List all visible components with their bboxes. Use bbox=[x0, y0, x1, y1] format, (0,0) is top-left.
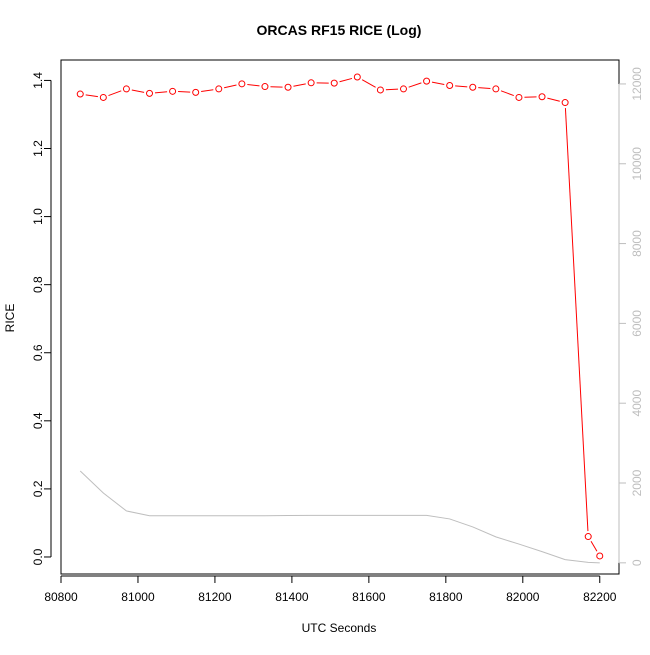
series-0-point bbox=[539, 94, 545, 100]
series-0-point bbox=[585, 534, 591, 540]
series-0-segment bbox=[86, 95, 98, 97]
series-0-segment bbox=[547, 98, 559, 101]
series-0-segment bbox=[108, 91, 121, 96]
series-0-point bbox=[516, 94, 522, 100]
series-0-point bbox=[400, 86, 406, 92]
series-0-segment bbox=[155, 92, 167, 93]
series-0-point bbox=[447, 83, 453, 89]
series-0-point bbox=[354, 74, 360, 80]
y-tick-label: 0.6 bbox=[31, 344, 45, 361]
series-0-segment bbox=[247, 84, 259, 85]
chart-title: ORCAS RF15 RICE (Log) bbox=[257, 22, 422, 38]
plot-frame bbox=[61, 60, 619, 574]
series-0-point bbox=[470, 84, 476, 90]
series-0-point bbox=[331, 80, 337, 86]
y-tick-label: 1.0 bbox=[31, 208, 45, 225]
series-0-segment bbox=[293, 84, 305, 86]
y2-tick-label: 0 bbox=[630, 559, 644, 566]
series-0-point bbox=[170, 88, 176, 94]
x-tick-label: 81600 bbox=[352, 590, 386, 604]
series-0-point bbox=[100, 94, 106, 100]
series-0-point bbox=[123, 86, 129, 92]
series-0-point bbox=[147, 90, 153, 96]
x-tick-label: 81800 bbox=[429, 590, 463, 604]
series-0-segment bbox=[478, 88, 490, 89]
series-0-segment bbox=[455, 86, 467, 87]
series-0-segment bbox=[224, 85, 236, 88]
series-0-segment bbox=[132, 90, 144, 92]
series-0-point bbox=[285, 84, 291, 90]
series-0-point bbox=[597, 553, 603, 559]
series-0-segment bbox=[591, 541, 597, 551]
series-0-point bbox=[193, 89, 199, 95]
y-tick-label: 1.2 bbox=[31, 140, 45, 157]
series-0-segment bbox=[340, 78, 352, 81]
y-tick-label: 0.2 bbox=[31, 480, 45, 497]
y-tick-label: 1.4 bbox=[31, 72, 45, 89]
x-tick-label: 81200 bbox=[198, 590, 232, 604]
series-0-point bbox=[216, 86, 222, 92]
y-tick-label: 0.4 bbox=[31, 412, 45, 429]
series-0-point bbox=[77, 91, 83, 97]
x-tick-label: 82000 bbox=[506, 590, 540, 604]
series-0-segment bbox=[409, 83, 422, 87]
series-0-segment bbox=[178, 92, 190, 93]
x-tick-label: 82200 bbox=[583, 590, 617, 604]
y-tick-label: 0.0 bbox=[31, 548, 45, 565]
x-axis-label: UTC Seconds bbox=[302, 621, 377, 635]
y2-tick-label: 6000 bbox=[630, 310, 644, 337]
series-0-segment bbox=[362, 80, 375, 88]
y2-tick-label: 8000 bbox=[630, 230, 644, 257]
series-0-point bbox=[424, 78, 430, 84]
series-0-point bbox=[239, 81, 245, 87]
y2-tick-label: 4000 bbox=[630, 390, 644, 417]
series-0-point bbox=[562, 100, 568, 106]
series-0-segment bbox=[565, 108, 588, 531]
y2-tick-label: 12000 bbox=[630, 67, 644, 101]
series-0-segment bbox=[501, 91, 514, 96]
series-0-point bbox=[493, 86, 499, 92]
series-0-segment bbox=[201, 90, 213, 92]
series-0-point bbox=[308, 80, 314, 86]
y2-tick-label: 10000 bbox=[630, 147, 644, 181]
series-0-point bbox=[262, 84, 268, 90]
y-tick-label: 0.8 bbox=[31, 276, 45, 293]
x-tick-label: 80800 bbox=[44, 590, 78, 604]
x-tick-label: 81000 bbox=[121, 590, 155, 604]
series-0-point bbox=[377, 87, 383, 93]
x-tick-label: 81400 bbox=[275, 590, 309, 604]
series-group bbox=[77, 74, 603, 563]
series-0-segment bbox=[386, 89, 398, 90]
y2-tick-label: 2000 bbox=[630, 469, 644, 496]
y-axis-label: RICE bbox=[3, 304, 17, 333]
series-0-segment bbox=[432, 82, 444, 84]
axes-group: 80800 81000 81200 81400 81600 81800 82000 82200… bbox=[31, 67, 644, 604]
series-1-line bbox=[80, 471, 600, 563]
